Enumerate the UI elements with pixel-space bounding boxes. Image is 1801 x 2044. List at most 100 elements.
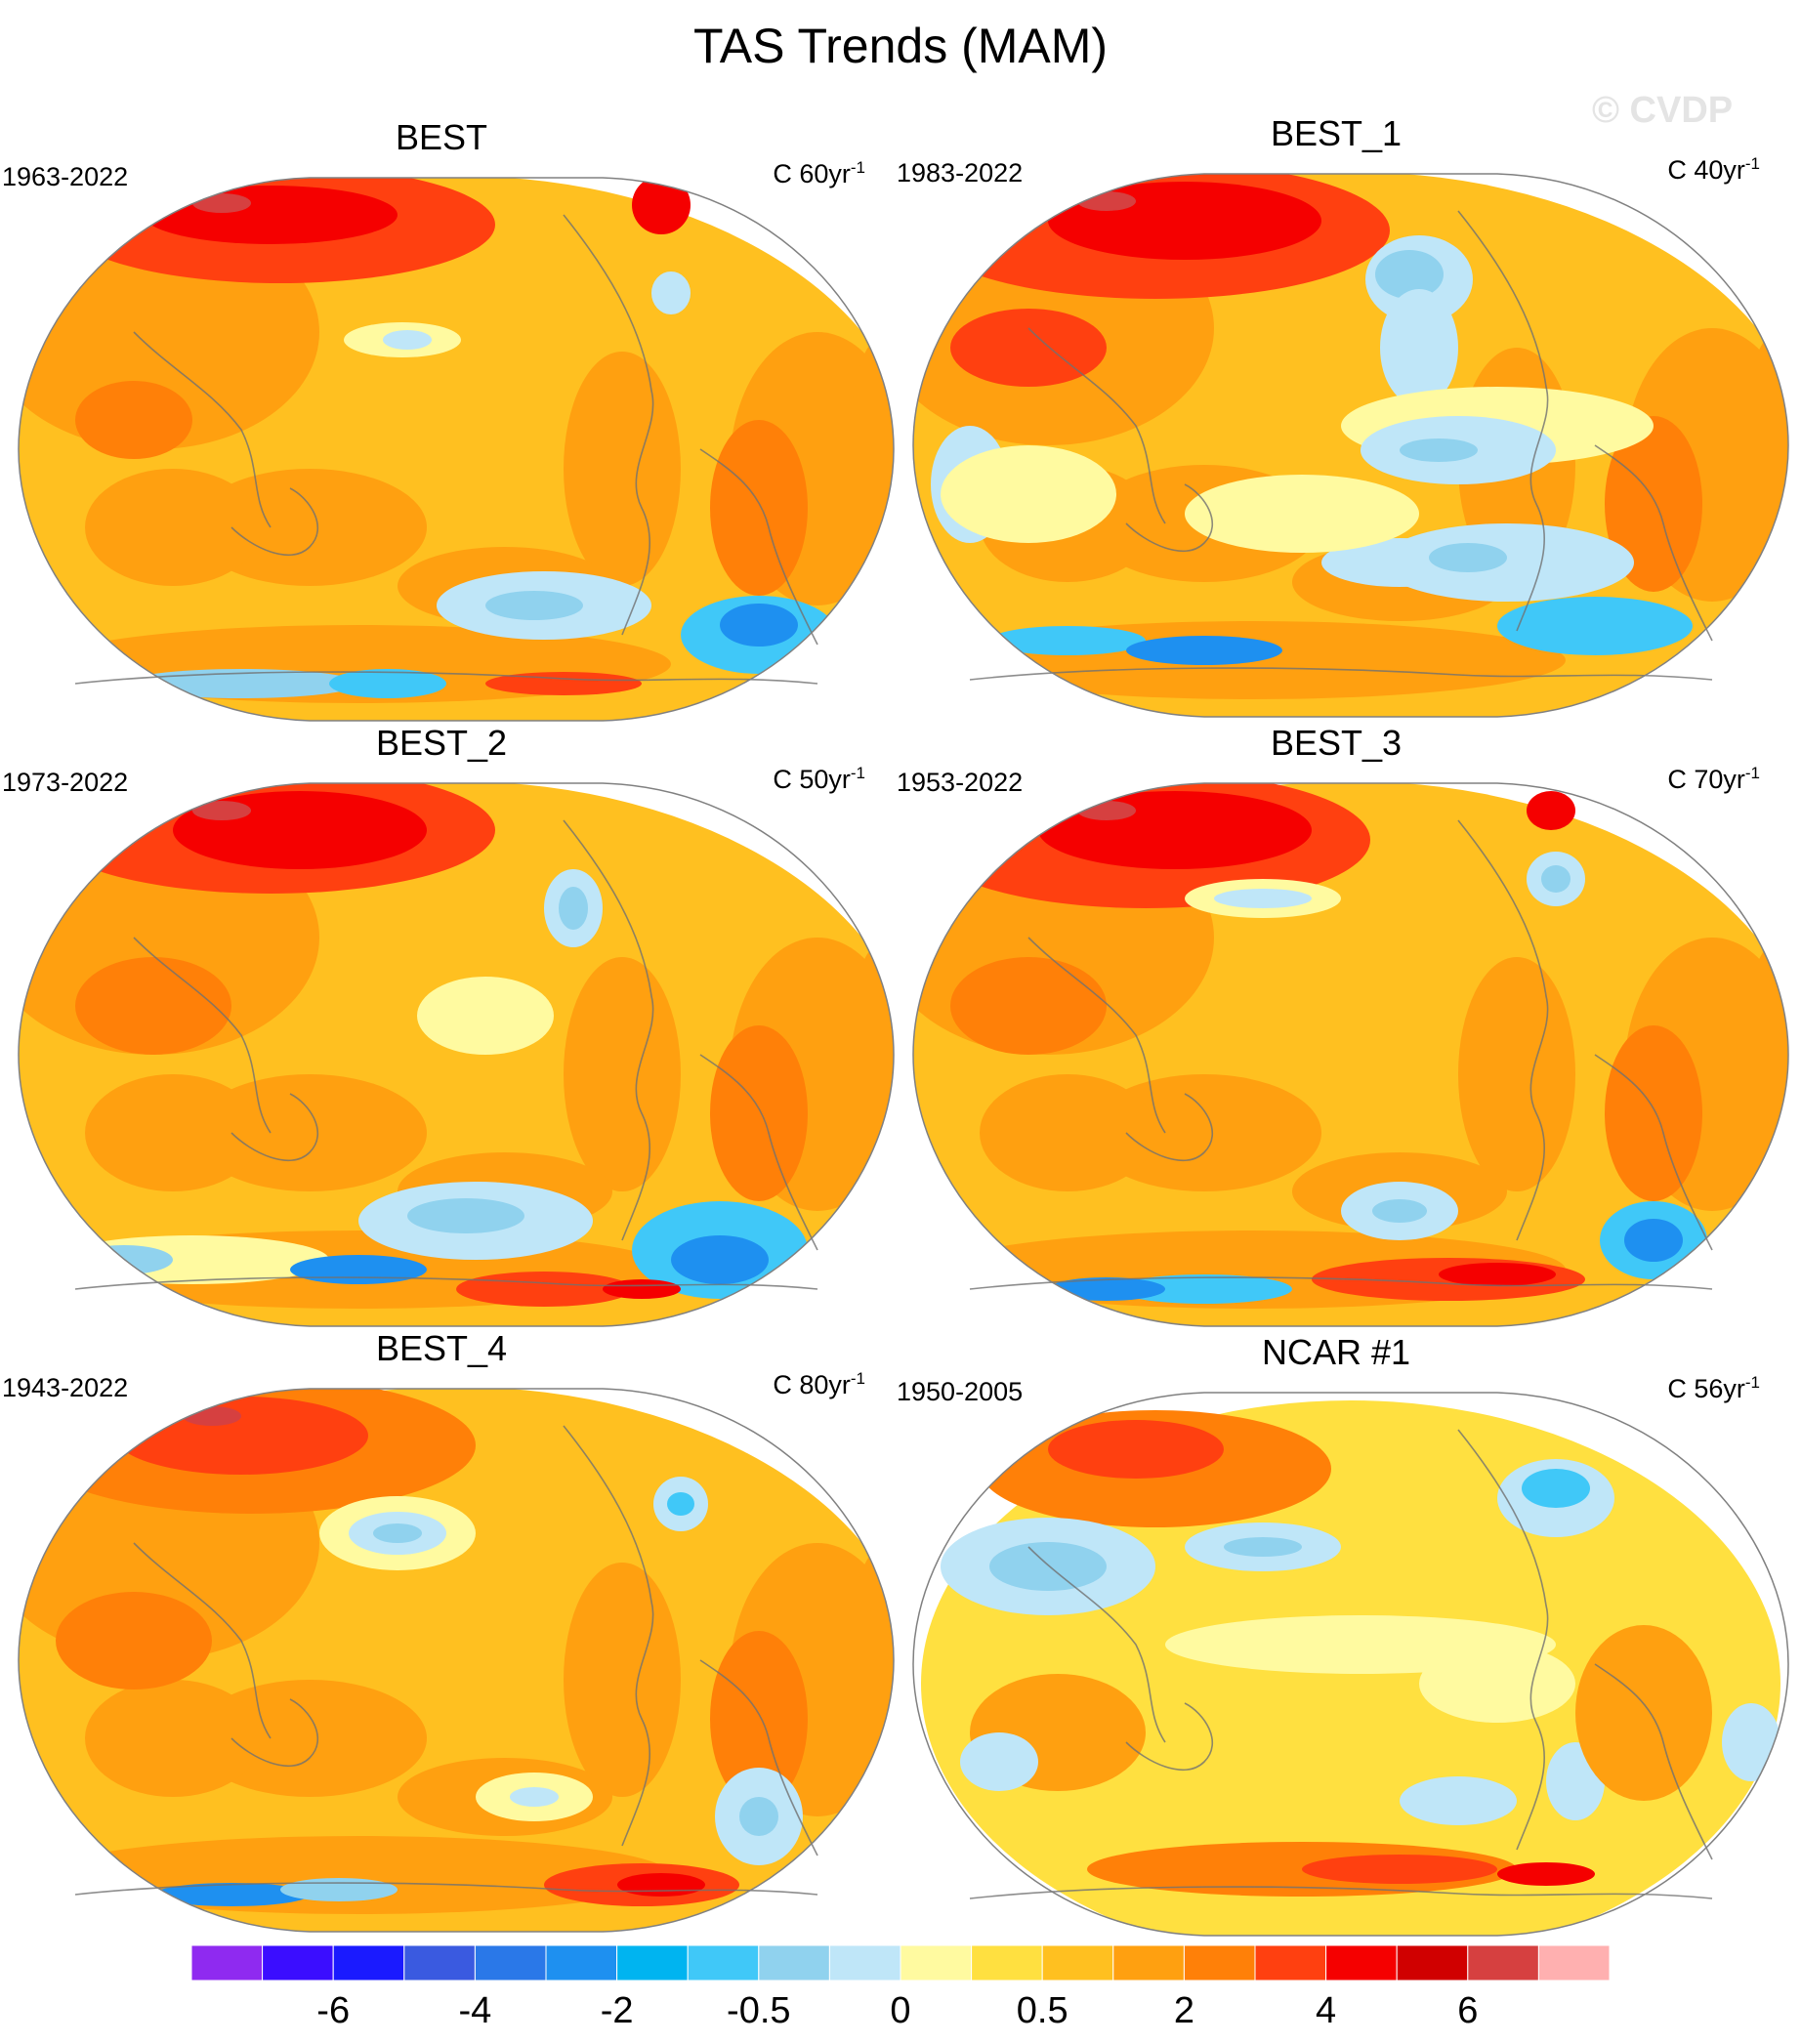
panel-best: BEST 1963-2022 C 60yr-1 bbox=[2, 117, 895, 722]
trend-field bbox=[913, 174, 1788, 717]
panel-title: BEST_2 bbox=[375, 723, 508, 763]
colorbar-swatch bbox=[1396, 1945, 1469, 1981]
colorbar-swatch bbox=[545, 1945, 618, 1981]
trend-contour bbox=[417, 977, 554, 1055]
trend-contour bbox=[1497, 1862, 1595, 1886]
coastline bbox=[133, 331, 272, 528]
trend-field bbox=[19, 783, 894, 1326]
colorbar-swatch bbox=[474, 1945, 547, 1981]
trend-map bbox=[912, 1392, 1789, 1937]
trend-contour bbox=[407, 1198, 524, 1233]
panel-period: 1973-2022 bbox=[2, 768, 129, 797]
figure-title: TAS Trends (MAM) bbox=[692, 19, 1109, 73]
trend-contour bbox=[950, 309, 1107, 387]
colorbar-swatch bbox=[191, 1945, 264, 1981]
colorbar-swatch bbox=[1537, 1945, 1610, 1981]
colorbar-swatch bbox=[262, 1945, 334, 1981]
coastline bbox=[74, 1882, 818, 1896]
colorbar-swatch bbox=[1112, 1945, 1185, 1981]
colorbar-tick-label: -4 bbox=[458, 1990, 492, 2031]
trend-contour bbox=[1185, 475, 1419, 553]
trend-field bbox=[19, 1389, 894, 1932]
trend-field bbox=[913, 783, 1788, 1326]
coastline bbox=[699, 448, 818, 646]
trend-contour bbox=[1077, 191, 1136, 211]
cvdp-watermark: © CVDP bbox=[1592, 90, 1734, 131]
trend-contour bbox=[85, 1074, 261, 1191]
colorbar-swatch bbox=[828, 1945, 901, 1981]
panel-title: BEST bbox=[395, 117, 488, 157]
coastline bbox=[133, 1542, 272, 1739]
trend-contour bbox=[1224, 1537, 1302, 1557]
trend-contour bbox=[1375, 250, 1444, 299]
coastline bbox=[230, 1093, 319, 1162]
trend-contour bbox=[950, 957, 1107, 1055]
trend-contour bbox=[153, 1883, 310, 1906]
colorbar-swatch bbox=[403, 1945, 476, 1981]
trend-contour bbox=[564, 1563, 681, 1797]
colorbar-swatch bbox=[687, 1945, 760, 1981]
trend-contour bbox=[564, 957, 681, 1191]
trend-contour bbox=[1429, 543, 1507, 572]
coastline bbox=[1027, 327, 1166, 524]
coastline bbox=[1125, 1093, 1214, 1162]
colorbar-swatch bbox=[1183, 1945, 1256, 1981]
trend-contour bbox=[1400, 1776, 1517, 1825]
colorbar-tick-label: -2 bbox=[600, 1990, 634, 2031]
map-outline bbox=[18, 177, 895, 722]
trend-contour bbox=[192, 1074, 427, 1191]
coastline bbox=[74, 1276, 818, 1290]
trend-contour bbox=[564, 352, 681, 586]
trend-contour bbox=[1038, 791, 1312, 869]
coastline bbox=[969, 1886, 1713, 1899]
coastline bbox=[230, 1698, 319, 1768]
colorbar-tick-label: 0.5 bbox=[1016, 1990, 1068, 2031]
trend-field bbox=[19, 178, 894, 721]
trend-map bbox=[912, 173, 1789, 718]
trend-contour bbox=[485, 591, 583, 620]
trend-contour bbox=[192, 1680, 427, 1797]
panel-best-4: BEST_4 1943-2022 C 80yr-1 bbox=[2, 1328, 895, 1933]
panel-period: 1943-2022 bbox=[2, 1373, 129, 1402]
panel-units: C 80yr-1 bbox=[773, 1369, 865, 1399]
map-outline bbox=[18, 782, 895, 1327]
coastline bbox=[1125, 483, 1214, 553]
trend-contour bbox=[1458, 957, 1575, 1191]
colorbar-swatch bbox=[900, 1945, 973, 1981]
coastline bbox=[230, 487, 319, 557]
trend-contour bbox=[56, 1235, 329, 1284]
colorbar-swatch bbox=[1041, 1945, 1114, 1981]
trend-contour bbox=[989, 1542, 1107, 1591]
coastline bbox=[1457, 210, 1549, 632]
coastline bbox=[1027, 937, 1166, 1134]
trend-map bbox=[18, 177, 895, 722]
trend-contour bbox=[1419, 1645, 1575, 1723]
colorbar-tick-label: 4 bbox=[1316, 1990, 1337, 2031]
trend-contour bbox=[1522, 1469, 1590, 1508]
trend-contour bbox=[510, 1787, 559, 1807]
panel-units: C 50yr-1 bbox=[773, 764, 865, 794]
coastline bbox=[1594, 1663, 1713, 1860]
coastline bbox=[563, 1425, 654, 1847]
trend-field bbox=[921, 1400, 1780, 1936]
panel-title: BEST_1 bbox=[1270, 113, 1403, 153]
trend-contour bbox=[1126, 636, 1282, 665]
trend-contour bbox=[1541, 865, 1571, 893]
trend-contour bbox=[85, 469, 261, 586]
trend-contour bbox=[603, 1279, 681, 1299]
trend-contour bbox=[960, 1732, 1038, 1791]
colorbar-swatch bbox=[1467, 1945, 1539, 1981]
trend-contour bbox=[1048, 182, 1321, 260]
colorbar-swatch bbox=[1254, 1945, 1327, 1981]
panel-period: 1950-2005 bbox=[897, 1377, 1024, 1406]
trend-contour bbox=[710, 1025, 808, 1201]
coastline bbox=[133, 937, 272, 1134]
trend-contour bbox=[667, 1492, 694, 1516]
trend-contour bbox=[280, 1878, 398, 1901]
colorbar-tick-label: -6 bbox=[316, 1990, 351, 2031]
coastline bbox=[1457, 819, 1549, 1241]
trend-contour bbox=[373, 1523, 422, 1543]
trend-contour bbox=[1722, 1703, 1780, 1781]
trend-contour bbox=[632, 178, 691, 234]
coastline bbox=[1027, 1546, 1166, 1743]
